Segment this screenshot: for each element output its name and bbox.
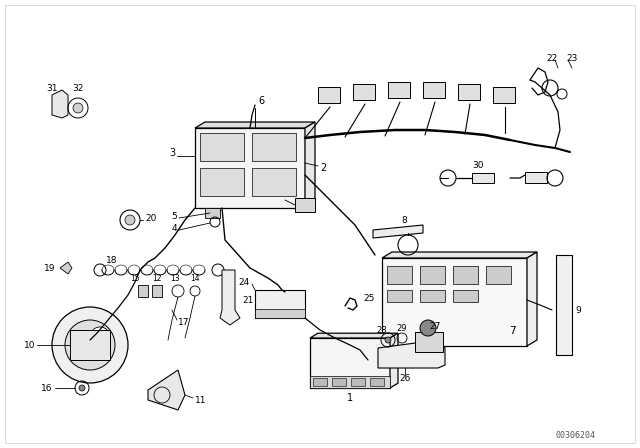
Text: 16: 16 <box>40 383 52 392</box>
Bar <box>388 82 410 98</box>
Text: 10: 10 <box>24 340 35 349</box>
Bar <box>351 378 365 386</box>
Text: 17: 17 <box>178 318 189 327</box>
Circle shape <box>79 385 85 391</box>
Text: 13: 13 <box>170 273 180 283</box>
Circle shape <box>385 337 391 343</box>
Bar <box>318 87 340 103</box>
Text: 26: 26 <box>399 374 411 383</box>
Bar <box>332 378 346 386</box>
Text: 19: 19 <box>44 263 55 272</box>
Text: 18: 18 <box>106 255 118 264</box>
Bar <box>423 82 445 98</box>
Bar <box>313 378 327 386</box>
Bar <box>252 133 296 161</box>
Polygon shape <box>310 333 398 338</box>
Bar <box>415 332 443 352</box>
Polygon shape <box>373 225 423 238</box>
Text: 15: 15 <box>130 273 140 283</box>
Text: 20: 20 <box>145 214 156 223</box>
Bar <box>205 208 220 218</box>
Text: 32: 32 <box>72 83 84 92</box>
Text: 25: 25 <box>363 293 374 302</box>
Polygon shape <box>220 270 240 325</box>
Polygon shape <box>382 258 527 346</box>
Text: 28: 28 <box>377 326 387 335</box>
Circle shape <box>90 327 110 347</box>
Bar <box>353 84 375 100</box>
Circle shape <box>65 320 115 370</box>
Circle shape <box>73 103 83 113</box>
Polygon shape <box>195 122 315 128</box>
Text: 27: 27 <box>429 322 441 331</box>
Bar <box>252 168 296 196</box>
Bar <box>370 378 384 386</box>
Polygon shape <box>148 370 185 410</box>
Polygon shape <box>305 122 315 208</box>
Polygon shape <box>382 252 537 258</box>
Bar <box>525 172 547 183</box>
Text: 21: 21 <box>242 296 253 305</box>
Text: 7: 7 <box>509 326 516 336</box>
Bar <box>70 330 110 360</box>
Bar <box>486 266 511 284</box>
Bar <box>387 290 412 302</box>
Bar <box>420 266 445 284</box>
Bar <box>387 266 412 284</box>
Text: 31: 31 <box>46 83 58 92</box>
Bar <box>200 168 244 196</box>
Text: 00306204: 00306204 <box>555 431 595 440</box>
Text: 14: 14 <box>190 273 200 283</box>
Text: 24: 24 <box>239 277 250 287</box>
Text: 4: 4 <box>172 224 177 233</box>
Bar <box>493 87 515 103</box>
Bar <box>472 173 494 183</box>
Bar <box>255 309 305 318</box>
Polygon shape <box>52 90 68 118</box>
Text: 1: 1 <box>347 393 353 403</box>
Bar <box>420 290 445 302</box>
Text: 22: 22 <box>547 53 557 63</box>
Bar <box>152 285 162 297</box>
Polygon shape <box>378 340 445 368</box>
Text: 9: 9 <box>575 306 580 314</box>
Polygon shape <box>60 262 72 274</box>
Bar <box>295 198 315 212</box>
Bar <box>453 266 478 284</box>
Circle shape <box>125 215 135 225</box>
Bar <box>453 290 478 302</box>
Text: 2: 2 <box>320 163 326 173</box>
Circle shape <box>420 320 436 336</box>
Text: 3: 3 <box>169 148 175 158</box>
Text: 29: 29 <box>397 323 407 332</box>
Bar <box>310 376 390 388</box>
Text: 11: 11 <box>195 396 207 405</box>
Text: 5: 5 <box>172 211 177 220</box>
Polygon shape <box>390 333 398 388</box>
Polygon shape <box>195 128 305 208</box>
Text: 12: 12 <box>152 273 162 283</box>
Bar <box>458 84 480 100</box>
Polygon shape <box>310 338 390 388</box>
Bar <box>556 255 572 355</box>
Polygon shape <box>527 252 537 346</box>
Text: 6: 6 <box>258 96 264 106</box>
Text: 23: 23 <box>566 53 578 63</box>
Text: 8: 8 <box>401 215 407 224</box>
Bar <box>255 290 305 318</box>
Bar <box>200 133 244 161</box>
Circle shape <box>52 307 128 383</box>
Text: 30: 30 <box>472 160 484 169</box>
Bar <box>138 285 148 297</box>
